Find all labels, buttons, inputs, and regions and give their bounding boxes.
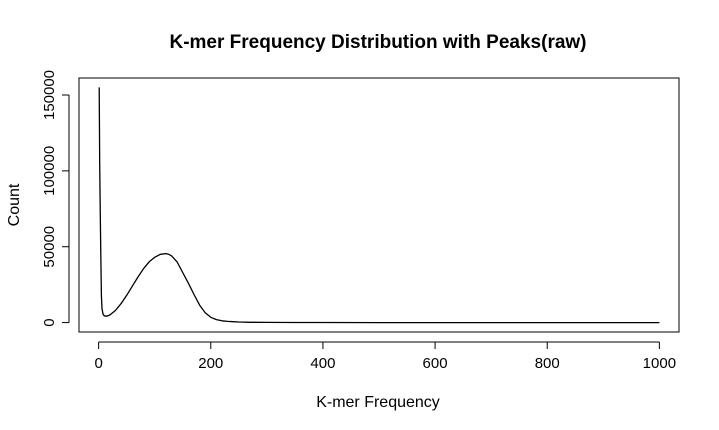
x-tick-label: 400 — [310, 355, 335, 372]
x-tick-label: 200 — [198, 355, 223, 372]
x-tick-label: 0 — [94, 355, 102, 372]
series-line — [98, 87, 660, 324]
y-tick-label: 0 — [41, 318, 58, 326]
x-axis: 0 200 400 600 800 1000 — [94, 341, 676, 372]
y-tick-label: 50000 — [41, 226, 58, 268]
chart-title: K-mer Frequency Distribution with Peaks(… — [169, 32, 586, 53]
x-axis-label: K-mer Frequency — [316, 394, 440, 411]
y-axis: 0 50000 100000 150000 — [41, 70, 70, 327]
series-layer — [98, 87, 660, 324]
y-tick-label: 100000 — [41, 146, 58, 196]
x-tick-label: 600 — [423, 355, 448, 372]
x-tick-label: 1000 — [643, 355, 676, 372]
x-tick-label: 800 — [535, 355, 560, 372]
y-axis-label: Count — [6, 183, 23, 226]
y-tick-label: 150000 — [41, 70, 58, 120]
plot-frame — [78, 77, 680, 333]
